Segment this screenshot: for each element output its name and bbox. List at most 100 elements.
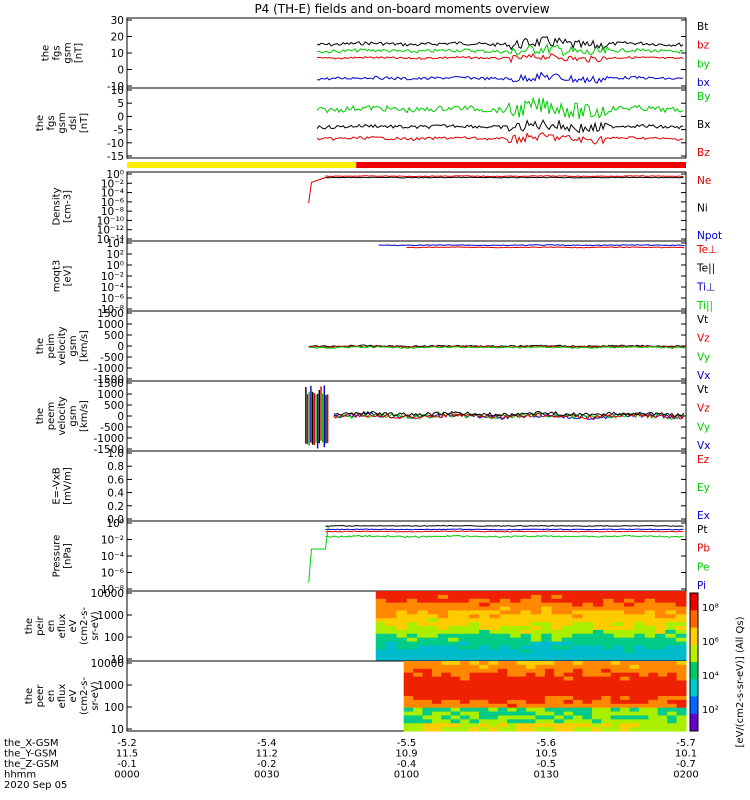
heatmap-cell	[582, 719, 593, 724]
heatmap-cell	[530, 594, 542, 600]
heatmap-cell	[460, 696, 471, 701]
heatmap-cell	[634, 649, 646, 654]
heatmap-cell	[403, 664, 414, 670]
heatmap-cell	[497, 727, 508, 732]
heatmap-cell	[591, 699, 602, 705]
heatmap-cell	[629, 664, 640, 670]
heatmap-cell	[551, 591, 563, 596]
heatmap-cell	[554, 696, 565, 701]
heatmap-cell	[403, 707, 414, 713]
heatmap-cell	[468, 649, 480, 654]
heatmap-cell	[526, 668, 536, 674]
heatmap-cell	[603, 594, 615, 600]
heatmap-cell	[644, 649, 656, 654]
heatmap-cell	[468, 637, 480, 643]
heatmap-cell	[541, 657, 553, 662]
heatmap-cell	[422, 715, 433, 720]
heatmap-cell	[510, 614, 522, 619]
panels: 3020100-10thefgsgsm[nT]Btbzbybx1050-5-10…	[24, 15, 722, 736]
heatmap-cell	[592, 653, 604, 658]
heatmap-cell	[396, 618, 408, 623]
heatmap-cell	[563, 661, 574, 666]
trace-Pt	[325, 524, 684, 527]
heatmap-cell	[375, 618, 387, 623]
panel-frame	[126, 17, 687, 89]
heatmap-cell	[592, 622, 604, 627]
heatmap-cell	[541, 614, 553, 619]
heatmap-cell	[413, 707, 424, 713]
heatmap-cell	[448, 594, 459, 600]
heatmap-cell	[665, 626, 677, 631]
heatmap-cell	[591, 719, 602, 724]
heatmap-cell	[572, 606, 584, 611]
panel-fgs_gsm: 30 20 10 0 -10 thefgsgsm[nT] Bt bz by bx	[41, 15, 710, 93]
heatmap-cell	[654, 641, 666, 646]
heatmap-cell	[634, 618, 646, 623]
heatmap-cell	[469, 668, 480, 674]
heatmap-cell	[563, 723, 574, 728]
heatmap-cell	[469, 707, 480, 713]
heatmap-cell	[601, 661, 612, 666]
heatmap-cell	[510, 622, 522, 627]
heatmap-cell	[413, 668, 424, 674]
heatmap-cell	[448, 641, 459, 646]
heatmap-cell	[437, 610, 449, 615]
heatmap-cell	[563, 696, 574, 701]
heatmap-cell	[535, 715, 546, 720]
heatmap-cell	[460, 661, 471, 666]
heatmap-cell	[601, 711, 612, 716]
heatmap-cell	[406, 594, 418, 600]
heatmap-cell	[427, 645, 439, 650]
heatmap-cell	[535, 664, 546, 670]
heatmap-cell	[629, 661, 640, 666]
heatmap-cell	[469, 692, 480, 697]
heatmap-cell	[620, 711, 631, 716]
heatmap-cell	[592, 645, 604, 650]
heatmap-cell	[541, 598, 553, 604]
heatmap-cell	[396, 594, 408, 600]
heatmap-cell	[499, 633, 511, 639]
heatmap-cell	[406, 637, 418, 643]
heatmap-cell	[499, 653, 511, 658]
heatmap-cell	[535, 680, 546, 685]
y-axis-label: Pressure[nPa]	[52, 535, 74, 578]
heatmap-cell	[499, 606, 511, 611]
heatmap-cell	[665, 606, 677, 611]
heatmap-cell	[469, 661, 480, 666]
heatmap-cell	[610, 699, 621, 705]
heatmap-cell	[603, 626, 615, 631]
heatmap-cell	[654, 629, 666, 635]
heatmap-cell	[554, 672, 565, 678]
heatmap-cell	[573, 672, 583, 678]
trace-Vt	[333, 410, 685, 417]
heatmap-cell	[468, 622, 480, 627]
heatmap-cell	[403, 715, 414, 720]
heatmap-cell	[629, 707, 640, 713]
heatmap-cell	[665, 629, 677, 635]
heatmap-cell	[610, 664, 621, 670]
y-axis-label-line: [cm-3]	[63, 190, 74, 223]
heatmap-cell	[561, 606, 573, 611]
heatmap-cell	[561, 618, 573, 623]
heatmap-cell	[375, 598, 387, 604]
heatmap-cell	[675, 641, 687, 646]
heatmap-cell	[554, 688, 565, 693]
heatmap-cell	[623, 649, 635, 654]
heatmap-cell	[499, 645, 511, 650]
heatmap-cell	[526, 684, 536, 689]
y-axis-label: moqt3[eV]	[52, 260, 74, 293]
ytick-label: 10	[111, 85, 124, 97]
heatmap-cell	[613, 657, 625, 662]
heatmap-cell	[469, 672, 480, 678]
heatmap-cell	[592, 657, 604, 662]
heatmap-cell	[561, 657, 573, 662]
heatmap-cell	[572, 641, 584, 646]
heatmap-cell	[572, 653, 584, 658]
heatmap-cell	[516, 699, 527, 705]
ytick-label: -15	[107, 151, 124, 163]
ytick-label: 1500	[97, 378, 124, 390]
y-axis-label-line: Density	[52, 187, 63, 225]
heatmap-cell	[582, 707, 593, 713]
x-value: 11.5	[116, 749, 138, 760]
